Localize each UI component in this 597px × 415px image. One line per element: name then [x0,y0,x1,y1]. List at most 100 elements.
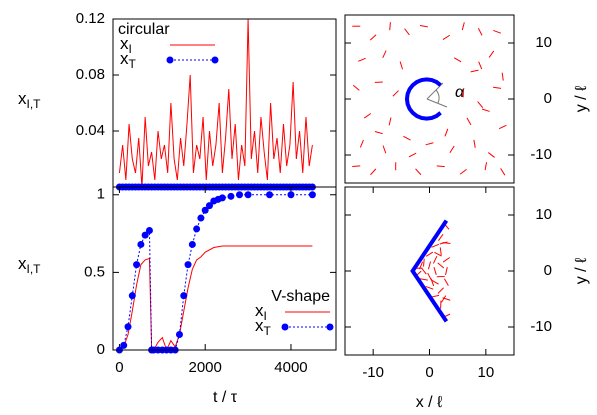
y-tick-label: 10 [535,34,552,51]
marker [124,323,132,331]
x-axis-label: x / ℓ [416,394,443,411]
marker [218,194,226,202]
angle-arc [435,89,440,104]
particle [432,255,438,264]
particle [370,168,377,176]
legend-label: xT [255,316,272,338]
particle [369,34,377,41]
y-tick-label: 0 [544,262,552,279]
particle [431,243,440,248]
marker [188,240,196,248]
legend-label-sub: I [129,42,132,56]
plot-area [352,22,507,176]
y-axis-label-sub: I,T [27,262,42,276]
particle [437,287,444,294]
legend-title: circular [118,21,170,38]
particle [425,142,434,146]
plot-area [118,19,313,187]
legend-label-main: x [120,34,129,53]
panel: -10 0 10 -10 0 10 y / ℓ x / ℓ [344,186,590,411]
particle [431,294,440,298]
marker [236,191,244,199]
marker [227,192,235,200]
panel: 0 0.5 1 0 2000 4000 V-shape t / τ [84,186,337,406]
particle [433,267,437,275]
marker [175,330,183,338]
marker [133,261,141,269]
panel: -10 0 10 y / ℓ [344,14,590,184]
marker [180,292,188,300]
marker [201,206,209,214]
y-tick-label: -10 [530,146,552,163]
y-tick-label: -10 [530,318,552,335]
marker [128,292,136,300]
particle [477,28,483,36]
legend-title: V-shape [271,288,330,305]
legend-label-main: x [255,301,264,320]
boundary [404,77,442,121]
particle [419,25,428,28]
marker [184,261,192,269]
particle [363,113,372,119]
y-axis-label-main: x [18,254,27,273]
particle [481,108,490,112]
particle [449,145,455,154]
particle [403,135,411,141]
particle [437,262,445,269]
particle [352,165,361,168]
particle [419,278,428,281]
particle [421,267,427,275]
y-axis-label-main: x [18,89,27,108]
particle [408,152,417,158]
y-axis-label: y / ℓ [573,86,590,113]
particle [423,258,425,267]
y-axis-label: xI,T [18,254,41,276]
legend-label-sub: T [264,324,272,338]
particle [501,72,504,81]
particle [442,257,450,263]
particle [436,165,445,168]
particle [419,261,424,270]
y-axis-label: xI,T [18,89,41,111]
y-tick-label: 0 [97,341,105,358]
marker [244,191,252,199]
particle [473,139,476,148]
particle [439,247,442,256]
particle [382,145,387,154]
particle [459,168,467,175]
legend-marker [211,56,219,64]
legend-label: xI [120,34,132,56]
marker [287,191,295,199]
annotation: α [455,84,465,101]
x-tick-label: -10 [362,364,384,381]
x-tick-label: 4000 [274,359,307,376]
particle [488,50,495,58]
legend-label-main: x [120,49,129,68]
y-tick-label: 0.04 [76,122,105,139]
particle [453,57,462,63]
plot-area [410,219,451,323]
particle [493,29,502,34]
particle [439,241,448,245]
x-tick-label: 2000 [189,359,222,376]
y-tick-label: 10 [535,206,552,223]
x-axis-label: t / τ [213,389,238,406]
x-tick-label: 0 [115,359,123,376]
marker [205,202,213,210]
particle [352,84,360,91]
marker [141,231,149,239]
particle [427,261,432,270]
frame [112,186,337,351]
marker [145,226,153,234]
particle [466,117,472,126]
legend-label: xI [255,301,267,323]
particle [404,28,410,36]
x-tick-label: 10 [477,364,494,381]
particle [477,101,484,108]
particle [415,168,422,176]
marker [197,214,205,222]
particle [445,266,448,276]
particle [399,61,404,70]
legend-marker [281,323,289,331]
